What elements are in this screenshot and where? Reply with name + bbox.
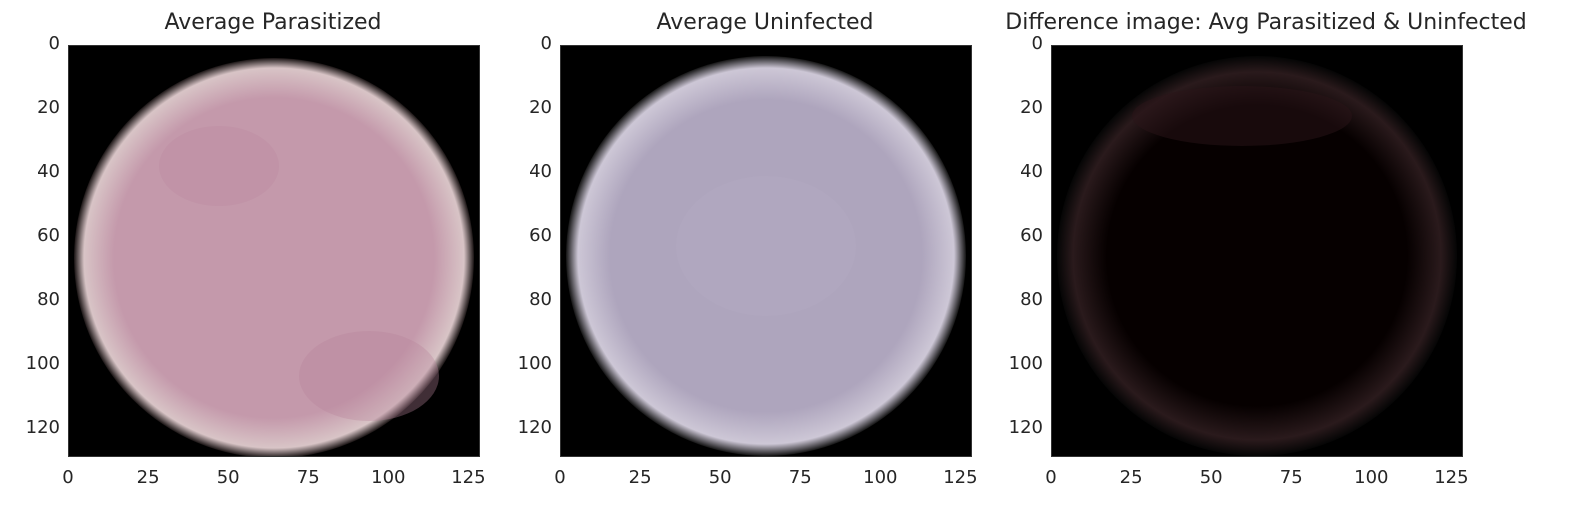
y-tick-label: 120 — [25, 417, 60, 439]
x-tick-label: 0 — [1045, 467, 1057, 488]
difference-image — [1051, 45, 1463, 457]
y-tick-label: 100 — [517, 353, 552, 375]
x-tick-label: 75 — [1279, 467, 1303, 488]
panel-title: Average Uninfected — [656, 10, 874, 35]
y-tick-label: 20 — [529, 97, 552, 119]
y-tick-label: 80 — [529, 289, 552, 311]
average-uninfected-image — [560, 45, 972, 457]
panel-title: Difference image: Avg Parasitized & Unin… — [1005, 10, 1527, 35]
y-tick-label: 40 — [37, 161, 60, 183]
x-tick-label: 0 — [554, 467, 566, 488]
panel-difference-image: Difference image: Avg Parasitized & Unin… — [983, 0, 1527, 506]
x-tick-label: 100 — [1354, 467, 1389, 488]
x-tick-label: 0 — [62, 467, 74, 488]
y-tick-label: 0 — [540, 33, 552, 54]
x-tick-label: 25 — [628, 467, 652, 488]
panel-title: Average Parasitized — [164, 10, 382, 35]
x-tick-label: 100 — [863, 467, 898, 488]
x-tick-label: 50 — [708, 467, 732, 488]
y-tick-label: 0 — [1031, 33, 1043, 54]
x-tick-label: 50 — [216, 467, 240, 488]
x-tick-label: 125 — [943, 467, 978, 488]
x-tick-label: 75 — [296, 467, 320, 488]
y-tick-label: 60 — [529, 225, 552, 247]
x-tick-label: 25 — [136, 467, 160, 488]
y-tick-label: 80 — [37, 289, 60, 311]
y-tick-label: 20 — [1020, 97, 1043, 119]
x-tick-label: 25 — [1119, 467, 1143, 488]
y-tick-label: 100 — [25, 353, 60, 375]
y-tick-label: 100 — [1008, 353, 1043, 375]
panel-average-parasitized: Average Parasitized — [0, 0, 480, 506]
x-tick-label: 125 — [1434, 467, 1469, 488]
average-parasitized-image — [68, 45, 480, 457]
y-tick-label: 120 — [1008, 417, 1043, 439]
y-tick-label: 80 — [1020, 289, 1043, 311]
x-tick-label: 100 — [371, 467, 406, 488]
x-tick-label: 50 — [1199, 467, 1223, 488]
y-tick-label: 60 — [1020, 225, 1043, 247]
y-tick-label: 120 — [517, 417, 552, 439]
x-tick-label: 125 — [451, 467, 486, 488]
y-tick-label: 60 — [37, 225, 60, 247]
panel-average-uninfected: Average Uninfected — [492, 0, 972, 506]
y-tick-label: 20 — [37, 97, 60, 119]
y-tick-label: 40 — [1020, 161, 1043, 183]
y-tick-label: 0 — [48, 33, 60, 54]
x-tick-label: 75 — [788, 467, 812, 488]
y-tick-label: 40 — [529, 161, 552, 183]
